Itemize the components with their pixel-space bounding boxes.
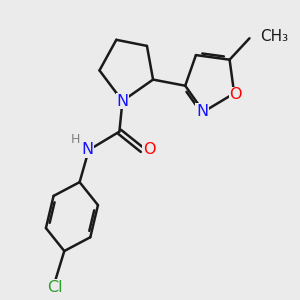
Text: O: O <box>143 142 155 158</box>
Text: O: O <box>230 87 242 102</box>
Text: Cl: Cl <box>47 280 63 295</box>
Text: N: N <box>196 104 208 119</box>
Text: CH₃: CH₃ <box>260 29 288 44</box>
Text: N: N <box>116 94 128 109</box>
Text: H: H <box>71 133 81 146</box>
Text: N: N <box>81 142 93 157</box>
